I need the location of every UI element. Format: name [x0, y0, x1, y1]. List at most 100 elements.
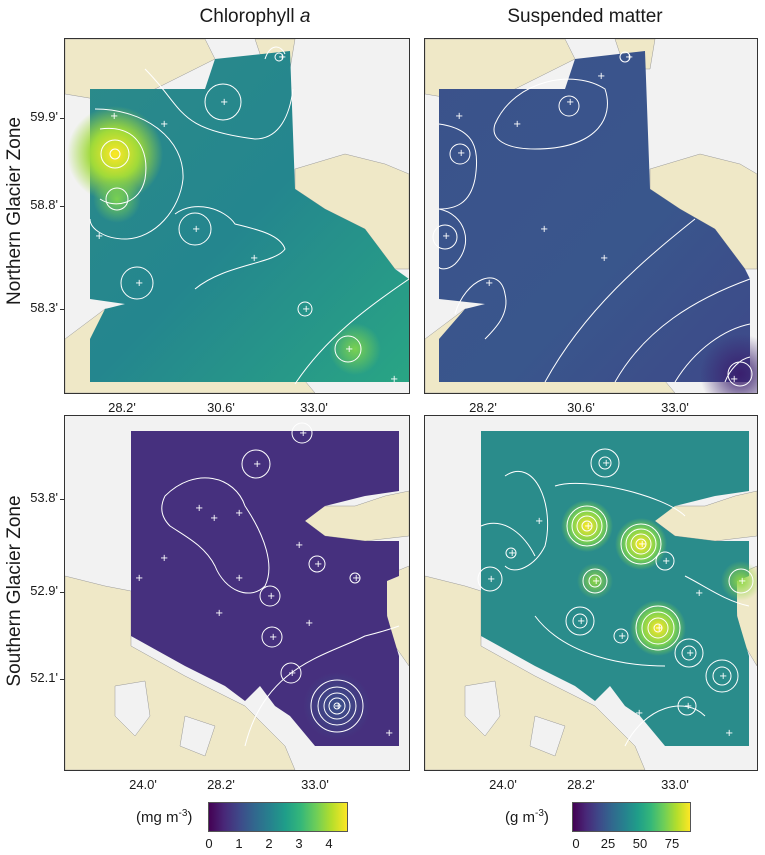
legend-unit-sup: -3: [178, 808, 188, 819]
y-tick-mark: [60, 592, 64, 593]
y-tick-label: 52.9': [30, 583, 58, 598]
svg-text:+: +: [513, 119, 521, 130]
svg-text:+: +: [597, 71, 605, 82]
hotspot: [630, 600, 686, 656]
svg-text:+: +: [250, 253, 258, 264]
x-tick-label: 28.2': [108, 400, 136, 415]
low-spot: [700, 334, 757, 393]
map-panel-north-chlorophyll: + + + + + + + + + + +: [64, 38, 410, 394]
y-tick-label: 59.9': [30, 109, 58, 124]
legend-unit-text: ): [187, 809, 193, 826]
svg-text:+: +: [638, 539, 646, 550]
lake: [529, 715, 566, 757]
chlorophyll-field: [90, 51, 409, 382]
svg-text:+: +: [390, 374, 398, 385]
svg-text:+: +: [577, 616, 585, 627]
svg-text:+: +: [110, 111, 118, 122]
lake: [464, 680, 501, 737]
svg-text:+: +: [160, 553, 168, 564]
colorbar-chlorophyll: [208, 802, 348, 832]
svg-text:+: +: [455, 111, 463, 122]
svg-text:+: +: [602, 458, 610, 469]
svg-text:+: +: [487, 574, 495, 585]
svg-text:+: +: [618, 631, 626, 642]
legend-label: 50: [632, 836, 648, 851]
suspended-field: [481, 431, 749, 746]
svg-text:+: +: [299, 428, 307, 439]
svg-text:+: +: [210, 513, 218, 524]
svg-text:+: +: [442, 231, 450, 242]
svg-text:+: +: [95, 231, 103, 242]
hotspot: [67, 106, 163, 202]
column-title-italic: a: [299, 6, 311, 27]
svg-text:+: +: [584, 521, 592, 532]
x-tick-label: 33.0': [661, 400, 689, 415]
svg-text:+: +: [684, 701, 692, 712]
legend-label: 3: [295, 836, 303, 851]
legend-unit-text: ): [543, 809, 549, 826]
svg-text:+: +: [253, 459, 261, 470]
y-tick-label: 58.8': [30, 197, 58, 212]
svg-text:+: +: [725, 728, 733, 739]
svg-text:+: +: [135, 573, 143, 584]
hotspot: [93, 175, 141, 223]
svg-text:+: +: [220, 97, 228, 108]
contour-lines: [89, 46, 409, 385]
contour-lines: [432, 51, 753, 387]
legend-label: 2: [265, 836, 273, 851]
svg-text:+: +: [302, 304, 310, 315]
svg-text:+: +: [160, 119, 168, 130]
x-tick-label: 30.6': [567, 400, 595, 415]
land-east-peninsula: [654, 490, 757, 542]
station-markers: + + + + + + + + + + + + + + + + + +: [135, 428, 393, 739]
legend-label: 75: [664, 836, 680, 851]
x-tick-label: 24.0': [489, 777, 517, 792]
legend-unit-text: (mg m: [136, 809, 179, 826]
svg-text:+: +: [269, 632, 277, 643]
svg-text:+: +: [695, 588, 703, 599]
station-markers: + + + + + + + + + + +: [442, 52, 738, 385]
svg-text:+: +: [334, 701, 342, 712]
legend-label: 25: [600, 836, 616, 851]
legend-unit-suspended: (g m-3): [505, 808, 549, 826]
legend-label: 4: [325, 836, 333, 851]
hotspot: [615, 518, 667, 570]
x-tick-label: 24.0': [129, 777, 157, 792]
station-markers: + + + + + + + + + + +: [95, 52, 398, 385]
y-tick-label: 58.3': [30, 300, 58, 315]
hotspot: [329, 323, 381, 375]
column-title-text: Suspended matter: [507, 6, 663, 27]
x-tick-label: 30.6': [207, 400, 235, 415]
land-east-peninsula: [304, 490, 409, 542]
map-panel-south-chlorophyll: + + + + + + + + + + + + + + + + + +: [64, 415, 410, 771]
y-tick-mark: [60, 206, 64, 207]
station-markers: + + + + + + + + + + + + + + + + + +: [487, 458, 746, 739]
svg-text:+: +: [235, 573, 243, 584]
svg-text:+: +: [457, 148, 465, 159]
svg-text:+: +: [192, 224, 200, 235]
svg-text:+: +: [314, 559, 322, 570]
column-title-suspended-matter: Suspended matter: [420, 6, 750, 28]
y-tick-mark: [60, 309, 64, 310]
lake: [114, 680, 151, 737]
legend-unit-text: (g m: [505, 809, 535, 826]
svg-text:+: +: [235, 508, 243, 519]
legend-label: 0: [572, 836, 580, 851]
svg-text:+: +: [738, 576, 746, 587]
hotspot: [561, 500, 613, 552]
svg-text:+: +: [352, 573, 360, 584]
y-tick-label: 52.1': [30, 670, 58, 685]
contour-lines: [161, 422, 400, 747]
y-tick-mark: [60, 118, 64, 119]
legend-label: 1: [235, 836, 243, 851]
svg-text:+: +: [195, 503, 203, 514]
map-panel-south-suspended: + + + + + + + + + + + + + + + + + +: [424, 415, 758, 771]
y-tick-mark: [60, 679, 64, 680]
svg-text:+: +: [662, 556, 670, 567]
svg-text:+: +: [686, 648, 694, 659]
column-title-chlorophyll: Chlorophyll a: [90, 6, 420, 28]
colorbar-suspended: [572, 802, 691, 832]
svg-text:+: +: [566, 97, 574, 108]
svg-text:+: +: [592, 576, 600, 587]
svg-text:+: +: [267, 591, 275, 602]
